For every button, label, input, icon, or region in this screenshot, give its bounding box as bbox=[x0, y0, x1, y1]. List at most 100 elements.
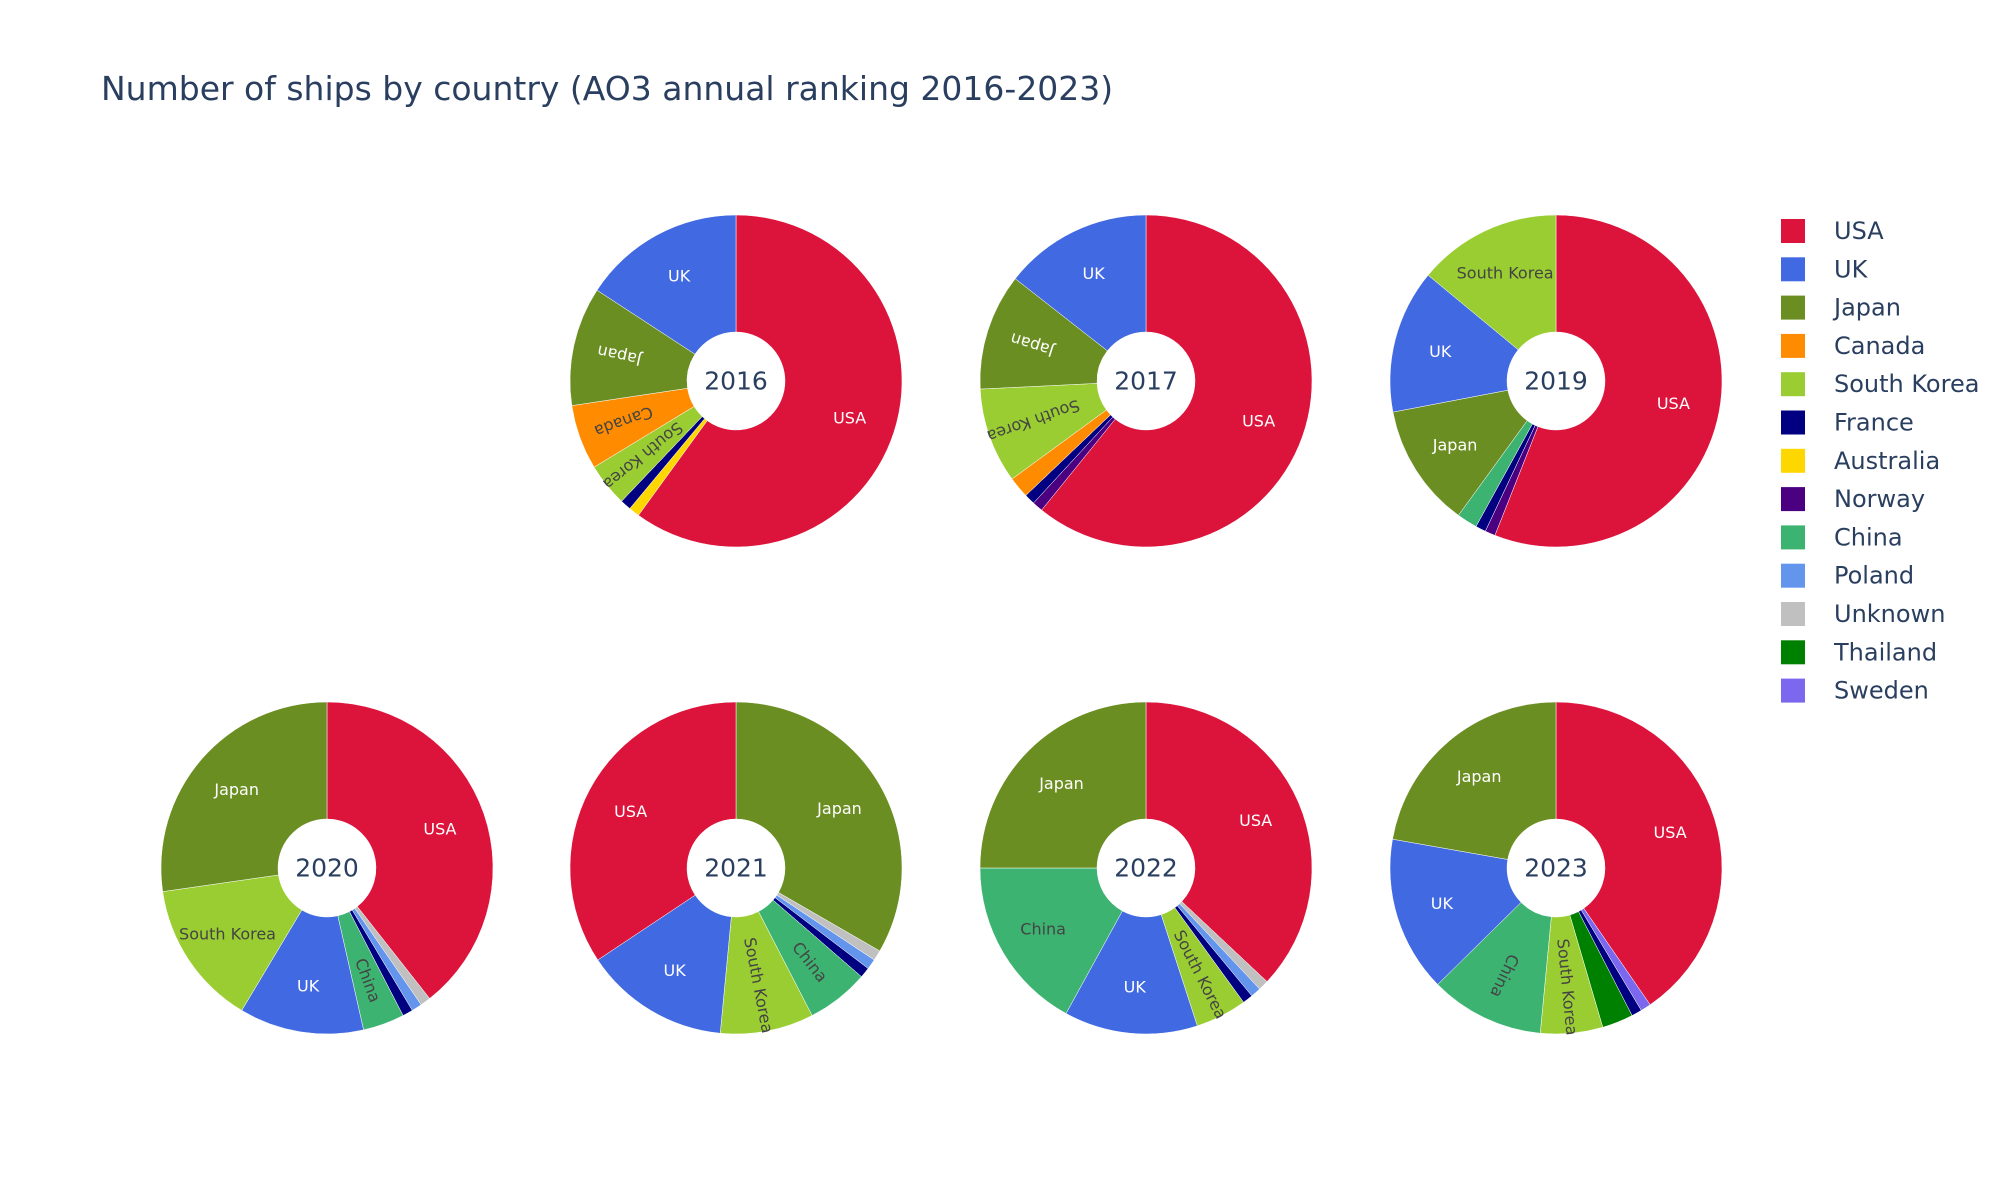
slice-2023-china bbox=[1437, 902, 1552, 1034]
slice-2022-china bbox=[979, 867, 1123, 1014]
legend-swatch-japan bbox=[1781, 295, 1805, 320]
pie-center-label-2016: 2016 bbox=[704, 367, 768, 396]
legend-label-poland: Poland bbox=[1834, 562, 1914, 590]
slice-2021-usa bbox=[569, 701, 737, 961]
legend-swatch-south-korea bbox=[1781, 372, 1805, 397]
slice-2016-japan bbox=[569, 289, 696, 406]
slice-2017-japan bbox=[979, 278, 1108, 390]
legend-item-sweden[interactable]: Sweden bbox=[1781, 677, 1929, 705]
slice-2017-uk bbox=[1014, 214, 1147, 352]
legend-swatch-australia bbox=[1781, 448, 1805, 473]
legend-swatch-canada bbox=[1781, 333, 1805, 358]
pie-center-label-2017: 2017 bbox=[1114, 367, 1178, 396]
slice-label-2019-uk: UK bbox=[1429, 342, 1452, 361]
slice-2020-uk bbox=[241, 909, 364, 1035]
slice-2022-japan bbox=[979, 701, 1147, 869]
legend-swatch-unknown bbox=[1781, 602, 1805, 626]
legend-item-uk[interactable]: UK bbox=[1781, 255, 1869, 283]
legend-item-norway[interactable]: Norway bbox=[1781, 485, 1925, 513]
slice-label-2017-usa: USA bbox=[1242, 411, 1275, 430]
slice-2022-uk bbox=[1065, 910, 1198, 1035]
legend-label-sweden: Sweden bbox=[1834, 677, 1929, 705]
pie-center-label-2020: 2020 bbox=[295, 854, 359, 883]
chart-title: Number of ships by country (AO3 annual r… bbox=[101, 69, 1113, 108]
slice-label-2022-uk: UK bbox=[1124, 977, 1147, 996]
slice-label-2020-usa: USA bbox=[423, 819, 456, 838]
legend-swatch-france bbox=[1781, 410, 1805, 435]
slice-label-2019-japan: Japan bbox=[1432, 436, 1478, 455]
legend-label-canada: Canada bbox=[1834, 332, 1925, 360]
slice-2023-usa bbox=[1555, 701, 1723, 1006]
slice-2017-south-korea bbox=[979, 383, 1107, 480]
slice-2019-usa bbox=[1494, 214, 1723, 548]
legend-item-france[interactable]: France bbox=[1781, 409, 1914, 437]
slice-2023-japan bbox=[1392, 701, 1557, 860]
slice-label-2023-usa: USA bbox=[1654, 823, 1687, 842]
slice-2016-uk bbox=[596, 214, 737, 355]
slice-label-2016-uk: UK bbox=[668, 266, 691, 285]
legend-swatch-sweden bbox=[1781, 678, 1805, 703]
slice-label-2022-china: China bbox=[1020, 919, 1066, 938]
slice-2021-uk bbox=[597, 894, 732, 1034]
legend-item-japan[interactable]: Japan bbox=[1781, 294, 1901, 322]
legend-item-south-korea[interactable]: South Korea bbox=[1781, 370, 1979, 398]
legend-item-usa[interactable]: USA bbox=[1781, 217, 1884, 245]
slice-2021-japan bbox=[735, 701, 903, 952]
legend-item-china[interactable]: China bbox=[1781, 523, 1903, 551]
slice-2022-usa bbox=[1145, 701, 1313, 982]
slice-2023-uk bbox=[1389, 838, 1522, 985]
legend: USA UK Japan Canada South Korea France Austral… bbox=[1781, 217, 1979, 705]
slice-label-2020-japan: Japan bbox=[213, 780, 259, 799]
slice-2020-japan bbox=[160, 701, 328, 892]
slice-label-2022-japan: Japan bbox=[1038, 774, 1084, 793]
slice-label-2019-usa: USA bbox=[1657, 394, 1690, 413]
slice-2020-south-korea bbox=[162, 874, 303, 1011]
pie-center-label-2022: 2022 bbox=[1114, 854, 1178, 883]
legend-label-unknown: Unknown bbox=[1834, 600, 1945, 628]
legend-item-canada[interactable]: Canada bbox=[1781, 332, 1925, 360]
legend-swatch-china bbox=[1781, 525, 1805, 550]
pie-center-label-2021: 2021 bbox=[704, 854, 768, 883]
legend-label-australia: Australia bbox=[1834, 447, 1940, 475]
legend-label-france: France bbox=[1834, 409, 1914, 437]
slice-label-2022-usa: USA bbox=[1239, 811, 1272, 830]
slice-label-2017-uk: UK bbox=[1083, 264, 1106, 283]
legend-swatch-uk bbox=[1781, 257, 1805, 282]
legend-swatch-norway bbox=[1781, 487, 1805, 512]
legend-label-japan: Japan bbox=[1832, 294, 1901, 322]
slice-label-2020-south-korea: South Korea bbox=[179, 925, 276, 944]
legend-label-uk: UK bbox=[1834, 255, 1869, 283]
slice-label-2023-japan: Japan bbox=[1456, 767, 1502, 786]
slice-2019-japan bbox=[1392, 389, 1528, 516]
slice-label-2019-south-korea: South Korea bbox=[1457, 263, 1554, 282]
slice-label-2023-uk: UK bbox=[1431, 894, 1454, 913]
legend-item-thailand[interactable]: Thailand bbox=[1781, 638, 1937, 666]
legend-label-china: China bbox=[1834, 523, 1903, 551]
legend-item-australia[interactable]: Australia bbox=[1781, 447, 1940, 475]
slice-label-2021-japan: Japan bbox=[816, 799, 862, 818]
legend-label-norway: Norway bbox=[1834, 485, 1925, 513]
pie-center-label-2019: 2019 bbox=[1524, 367, 1588, 396]
slice-label-2016-usa: USA bbox=[833, 408, 866, 427]
legend-label-thailand: Thailand bbox=[1833, 638, 1937, 666]
legend-label-south-korea: South Korea bbox=[1834, 370, 1979, 398]
legend-item-unknown[interactable]: Unknown bbox=[1781, 600, 1945, 628]
legend-label-usa: USA bbox=[1834, 217, 1884, 245]
slice-label-2021-usa: USA bbox=[614, 802, 647, 821]
legend-swatch-poland bbox=[1781, 563, 1805, 588]
slice-label-2021-uk: UK bbox=[664, 961, 687, 980]
pie-2019: USA Japan UK South Korea 2019 bbox=[1389, 214, 1723, 548]
legend-item-poland[interactable]: Poland bbox=[1781, 562, 1914, 590]
slice-2016-usa bbox=[638, 214, 903, 548]
legend-swatch-thailand bbox=[1781, 640, 1805, 665]
slice-label-2020-uk: UK bbox=[297, 976, 320, 995]
